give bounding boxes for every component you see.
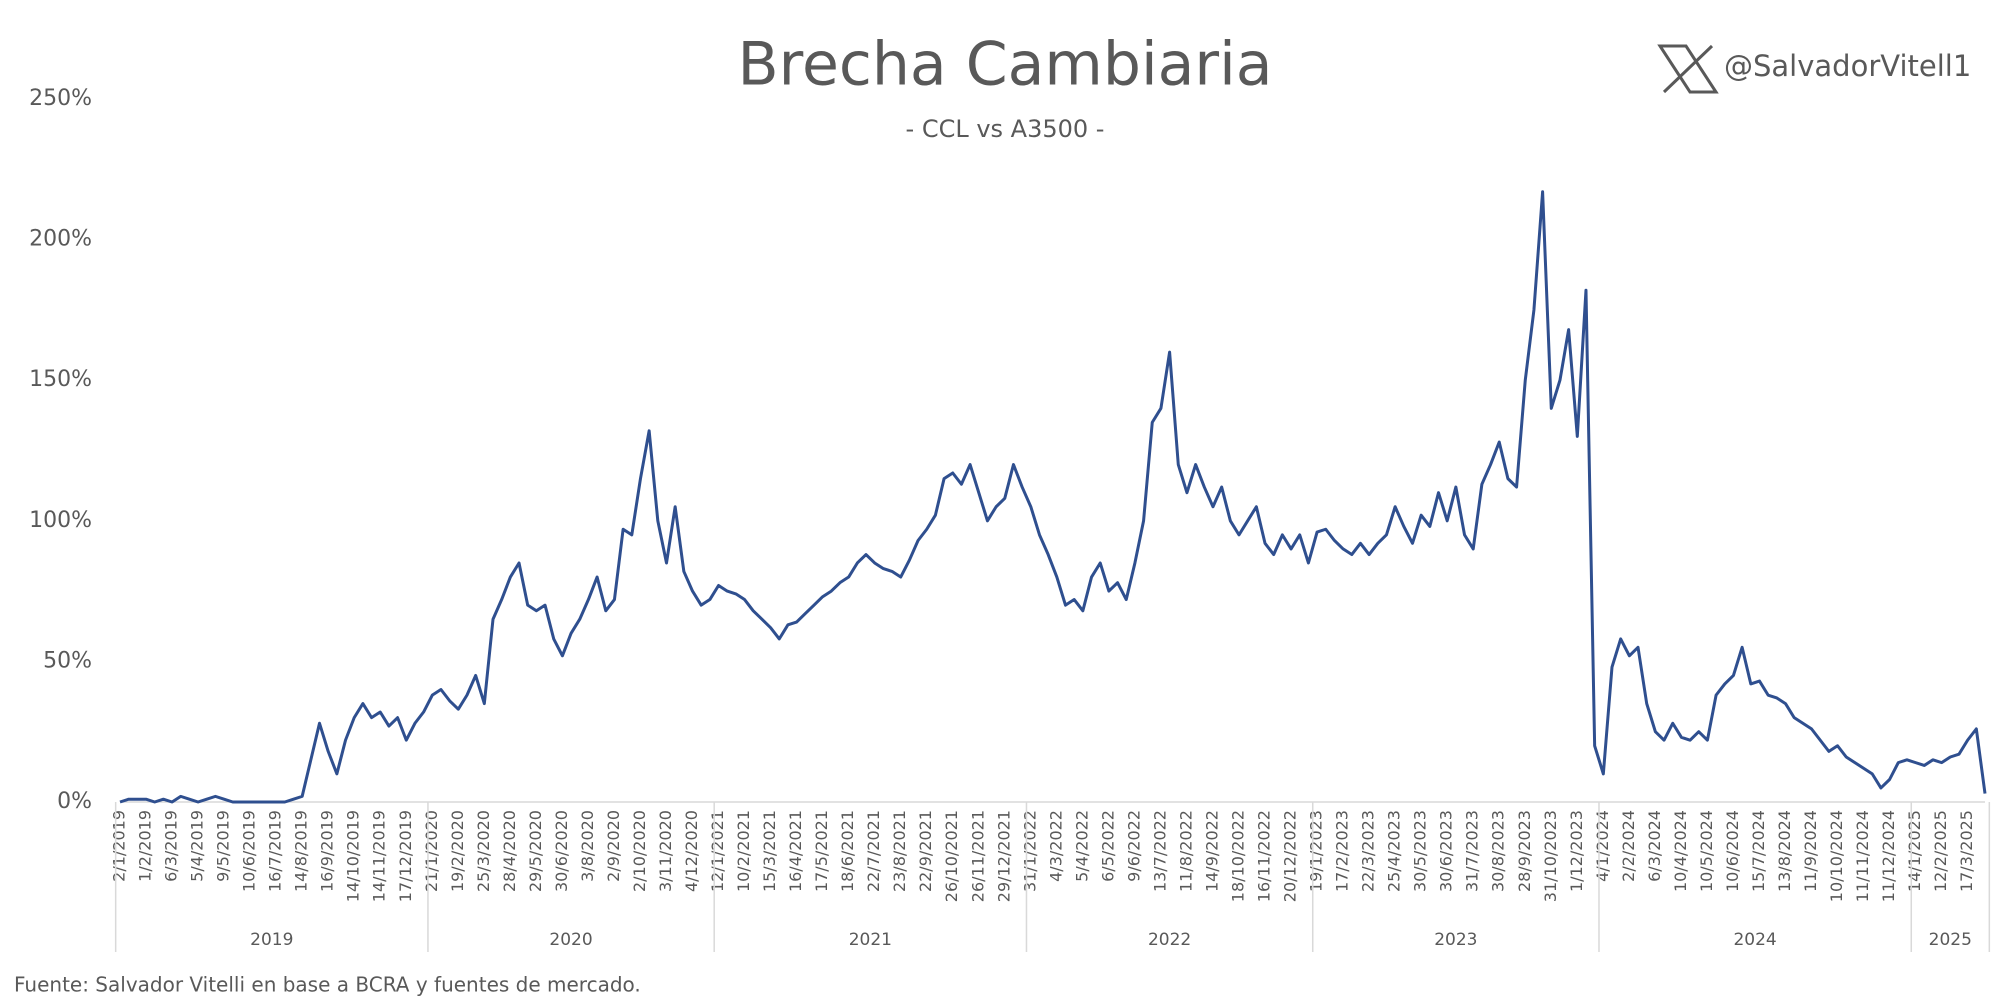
x-tick-label: 10/10/2024 <box>1827 810 1846 902</box>
x-tick-label: 5/4/2019 <box>188 810 207 882</box>
x-tick-label: 31/7/2023 <box>1463 810 1482 892</box>
x-tick-label: 30/6/2020 <box>552 810 571 892</box>
y-tick-label: 150% <box>29 367 92 392</box>
x-tick-label: 9/5/2019 <box>214 810 233 882</box>
x-tick-label: 25/3/2020 <box>474 810 493 892</box>
y-tick-label: 100% <box>29 508 92 533</box>
x-tick-label: 28/9/2023 <box>1515 810 1534 892</box>
x-tick-label: 17/5/2021 <box>812 810 831 892</box>
x-tick-label: 2/1/2019 <box>110 810 129 882</box>
x-tick-label: 30/8/2023 <box>1489 810 1508 892</box>
x-tick-label: 22/7/2021 <box>864 810 883 892</box>
x-tick-label: 3/11/2020 <box>656 810 675 892</box>
x-tick-label: 10/6/2019 <box>240 810 259 892</box>
y-tick-label: 50% <box>43 648 92 673</box>
group-label: 2019 <box>250 930 293 950</box>
x-tick-label: 17/12/2019 <box>396 810 415 902</box>
chart-subtitle: - CCL vs A3500 - <box>906 115 1105 143</box>
x-tick-label: 31/1/2022 <box>1020 810 1039 892</box>
x-tick-label: 4/3/2022 <box>1046 810 1065 882</box>
x-tick-label: 31/10/2023 <box>1541 810 1560 902</box>
group-label: 2024 <box>1733 930 1776 950</box>
x-tick-label: 14/8/2019 <box>292 810 311 892</box>
x-tick-label: 13/7/2022 <box>1150 810 1169 892</box>
x-tick-label: 6/3/2019 <box>162 810 181 882</box>
x-tick-label: 19/1/2023 <box>1307 810 1326 892</box>
y-tick-label: 0% <box>57 789 92 814</box>
x-tick-label: 26/11/2021 <box>968 810 987 902</box>
x-tick-label: 17/2/2023 <box>1333 810 1352 892</box>
source-note: Fuente: Salvador Vitelli en base a BCRA … <box>14 973 641 997</box>
x-tick-label: 28/4/2020 <box>500 810 519 892</box>
x-tick-label: 16/9/2019 <box>318 810 337 892</box>
x-tick-label: 2/2/2024 <box>1619 810 1638 882</box>
x-tick-label: 2/9/2020 <box>604 810 623 882</box>
x-tick-label: 10/4/2024 <box>1671 810 1690 892</box>
x-tick-label: 26/10/2021 <box>942 810 961 902</box>
x-tick-label: 16/7/2019 <box>266 810 285 892</box>
x-tick-label: 23/8/2021 <box>890 810 909 892</box>
x-tick-label: 4/1/2024 <box>1593 810 1612 882</box>
handle: @SalvadorVitell1 <box>1724 49 1971 83</box>
x-tick-label: 10/6/2024 <box>1723 810 1742 892</box>
y-tick-label: 250% <box>29 86 92 111</box>
y-tick-label: 200% <box>29 227 92 252</box>
x-tick-label: 5/4/2022 <box>1072 810 1091 882</box>
x-tick-label: 29/5/2020 <box>526 810 545 892</box>
x-tick-label: 12/2/2025 <box>1931 810 1950 892</box>
x-tick-label: 11/11/2024 <box>1853 810 1872 902</box>
x-tick-label: 1/2/2019 <box>136 810 155 882</box>
x-tick-label: 17/3/2025 <box>1957 810 1976 892</box>
group-label: 2022 <box>1148 930 1191 950</box>
x-tick-label: 18/10/2022 <box>1229 810 1248 902</box>
x-tick-label: 11/9/2024 <box>1801 810 1820 892</box>
x-tick-label: 13/8/2024 <box>1775 810 1794 892</box>
x-tick-label: 10/5/2024 <box>1697 810 1716 892</box>
x-tick-label: 16/11/2022 <box>1255 810 1274 902</box>
group-label: 2020 <box>549 930 592 950</box>
x-tick-label: 29/12/2021 <box>994 810 1013 902</box>
x-tick-label: 20/12/2022 <box>1281 810 1300 902</box>
x-logo <box>1657 44 1719 94</box>
group-label: 2025 <box>1929 930 1972 950</box>
x-tick-label: 6/5/2022 <box>1098 810 1117 882</box>
x-tick-label: 2/10/2020 <box>630 810 649 892</box>
x-tick-label: 25/4/2023 <box>1385 810 1404 892</box>
x-tick-label: 15/7/2024 <box>1749 810 1768 892</box>
data-line <box>119 190 1987 804</box>
x-tick-label: 10/2/2021 <box>734 810 753 892</box>
group-label: 2023 <box>1434 930 1477 950</box>
x-tick-label: 9/6/2022 <box>1124 810 1143 882</box>
x-tick-label: 22/9/2021 <box>916 810 935 892</box>
x-tick-label: 30/5/2023 <box>1411 810 1430 892</box>
x-tick-label: 30/6/2023 <box>1437 810 1456 892</box>
x-tick-label: 1/12/2023 <box>1567 810 1586 892</box>
x-tick-label: 19/2/2020 <box>448 810 467 892</box>
x-tick-label: 3/8/2020 <box>578 810 597 882</box>
x-tick-label: 16/4/2021 <box>786 810 805 892</box>
x-tick-label: 14/1/2025 <box>1905 810 1924 892</box>
x-tick-label: 6/3/2024 <box>1645 810 1664 882</box>
x-tick-label: 15/3/2021 <box>760 810 779 892</box>
group-label: 2021 <box>849 930 892 950</box>
x-tick-label: 11/8/2022 <box>1176 810 1195 892</box>
x-tick-label: 12/1/2021 <box>708 810 727 892</box>
x-tick-label: 21/1/2020 <box>422 810 441 892</box>
x-tick-label: 14/11/2019 <box>370 810 389 902</box>
x-tick-label: 22/3/2023 <box>1359 810 1378 892</box>
chart-title: Brecha Cambiaria <box>737 30 1272 100</box>
x-tick-label: 11/12/2024 <box>1879 810 1898 902</box>
x-tick-label: 18/6/2021 <box>838 810 857 892</box>
x-tick-label: 14/10/2019 <box>344 810 363 902</box>
x-tick-label: 4/12/2020 <box>682 810 701 892</box>
x-tick-label: 14/9/2022 <box>1202 810 1221 892</box>
